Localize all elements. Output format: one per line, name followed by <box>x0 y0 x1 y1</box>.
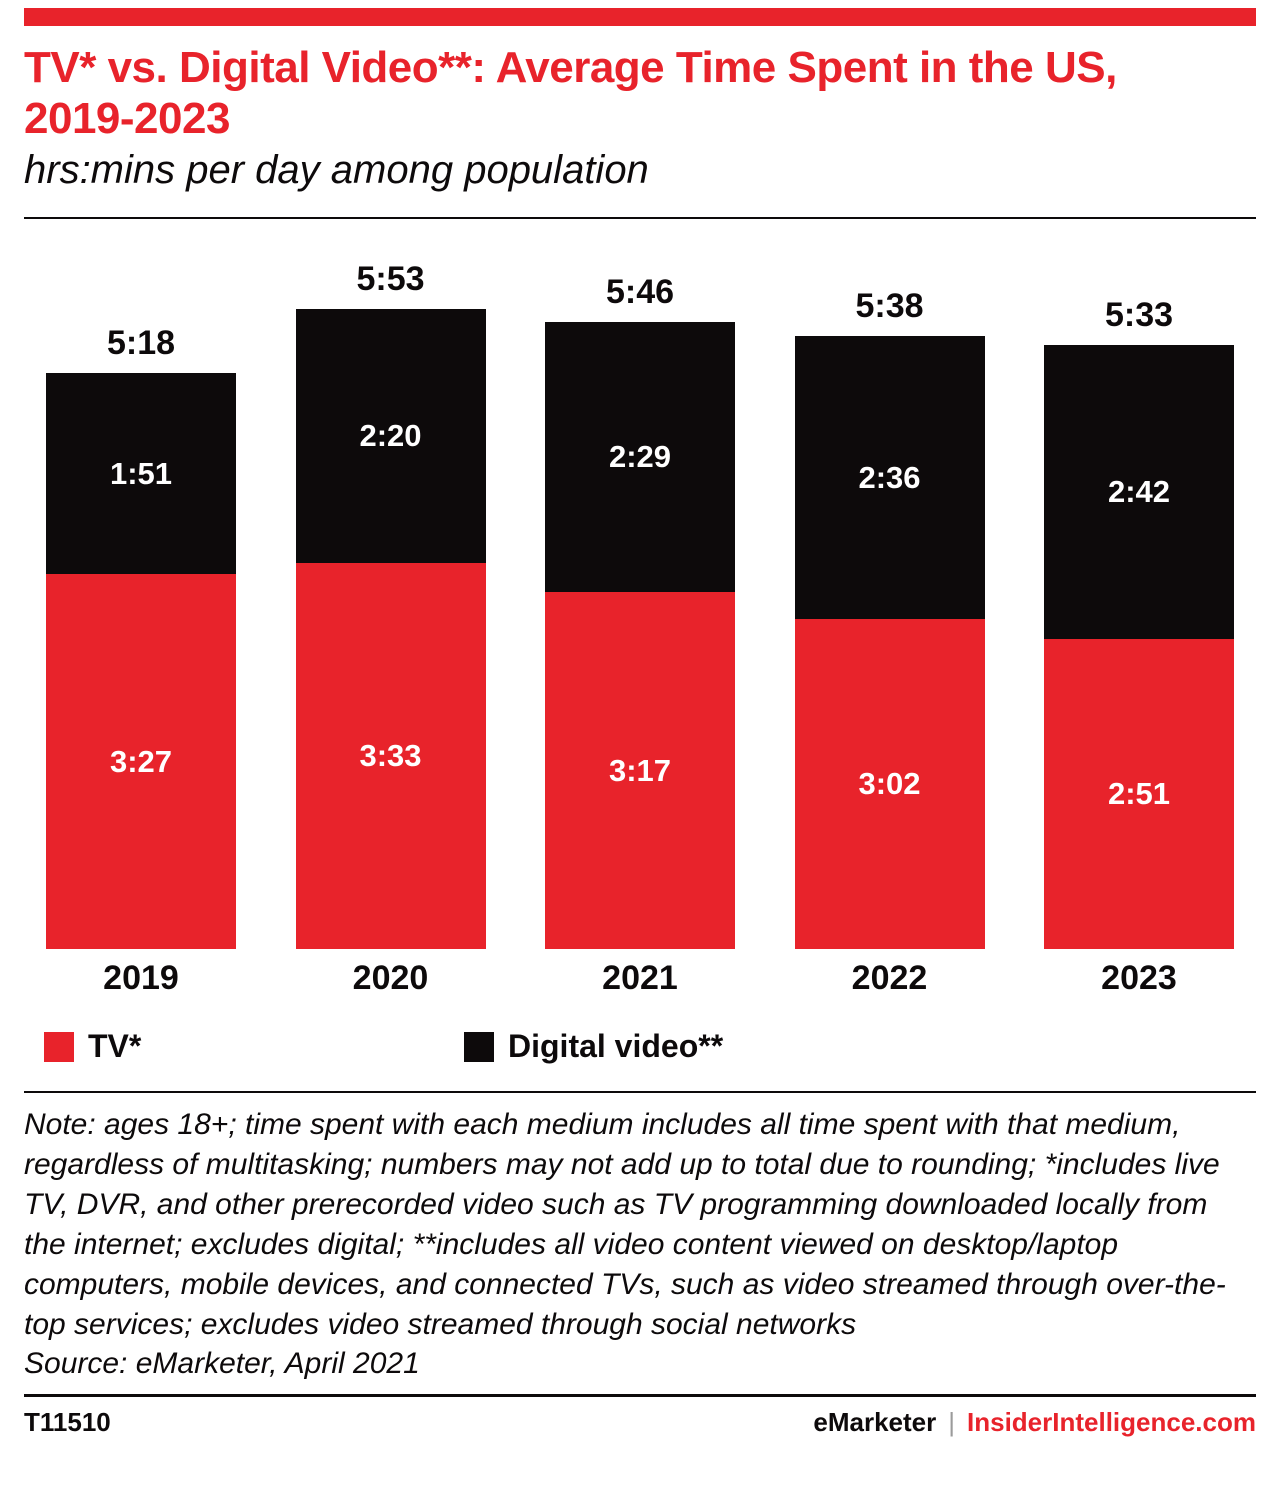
footer-separator: | <box>948 1407 956 1438</box>
total-label: 5:38 <box>855 287 924 326</box>
legend-item: TV* <box>44 1028 464 1065</box>
category-label-2022: 2022 <box>851 959 928 998</box>
bar-column-2020: 5:53 2:20 3:33 <box>295 260 486 950</box>
bar-segment-tv: 2:51 <box>1044 639 1234 950</box>
bar-column-2021: 5:46 2:29 3:17 <box>545 273 735 950</box>
bar-segment-digital-video: 2:29 <box>545 322 735 593</box>
bar-segment-digital-video: 1:51 <box>46 373 236 575</box>
note-text: Note: ages 18+; time spent with each med… <box>24 1108 1226 1341</box>
total-label: 5:46 <box>605 273 675 312</box>
footer-brand: eMarketer | InsiderIntelligence.com <box>813 1407 1256 1438</box>
legend-swatch <box>464 1031 494 1062</box>
bar-segment-digital-video: 2:42 <box>1044 345 1234 640</box>
bar-segment-tv: 3:33 <box>295 563 486 950</box>
category-label-2021: 2021 <box>602 959 678 998</box>
footer-divider <box>24 1394 1256 1398</box>
brand-stripe <box>24 8 1256 26</box>
chart-subtitle: hrs:mins per day among population <box>24 148 649 193</box>
bar-segment-digital-video: 2:20 <box>295 309 486 564</box>
category-label-2020: 2020 <box>352 959 429 998</box>
bar-segment-tv: 3:27 <box>46 574 236 950</box>
footer: T11510 eMarketer | InsiderIntelligence.c… <box>24 1397 1256 1438</box>
divider-note <box>24 1091 1256 1094</box>
total-label: 5:53 <box>356 260 425 299</box>
bar-segment-digital-video: 2:36 <box>794 336 985 620</box>
legend-swatch <box>44 1031 74 1062</box>
chart-id: T11510 <box>24 1407 111 1438</box>
divider-top <box>24 217 1256 220</box>
bar-column-2022: 5:38 2:36 3:02 <box>794 287 985 950</box>
category-label-2023: 2023 <box>1101 959 1177 998</box>
legend-label: TV* <box>88 1028 142 1065</box>
bar-column-2019: 5:18 1:51 3:27 <box>46 324 236 950</box>
legend: TV* Digital video** <box>24 1028 1256 1065</box>
bars-area: 5:18 1:51 3:27 5:53 2:20 3:33 5:46 2:29 3:17 5:38… <box>46 249 1234 950</box>
category-axis: 2019 2020 2021 2022 2023 <box>46 959 1234 998</box>
total-label: 5:18 <box>106 324 176 363</box>
stacked-bar-chart: 5:18 1:51 3:27 5:53 2:20 3:33 5:46 2:29 3:17 5:38… <box>24 219 1256 998</box>
category-label-2019: 2019 <box>103 959 179 998</box>
legend-label: Digital video** <box>508 1028 724 1065</box>
bar-segment-tv: 3:02 <box>794 619 985 950</box>
source-text: Source: eMarketer, April 2021 <box>24 1347 420 1381</box>
legend-item: Digital video** <box>464 1028 884 1065</box>
total-label: 5:33 <box>1104 296 1174 335</box>
bar-column-2023: 5:33 2:42 2:51 <box>1044 296 1234 950</box>
emarketer-logo[interactable]: eMarketer <box>813 1407 937 1438</box>
insider-intelligence-link[interactable]: InsiderIntelligence.com <box>967 1407 1256 1438</box>
chart-title: TV* vs. Digital Video**: Average Time Sp… <box>24 43 1117 144</box>
bar-segment-tv: 3:17 <box>545 592 735 950</box>
